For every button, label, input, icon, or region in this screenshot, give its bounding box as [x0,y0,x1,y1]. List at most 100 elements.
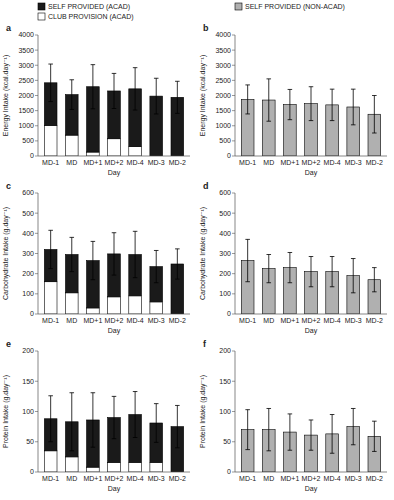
y-tick-label: 1000 [18,122,34,129]
error-bar [133,231,138,277]
y-tick-label: 50 [223,438,231,445]
x-tick-label: MD-4 [324,317,341,324]
y-axis-label: Carbohydrate Intake (g.day⁻¹) [199,207,207,300]
x-tick-label: MD-2 [366,159,383,166]
y-tick-label: 100 [22,290,34,297]
y-tick [232,273,235,274]
error-bar [288,252,293,282]
error-bar [288,89,293,119]
error-bar [266,408,271,450]
error-bar [69,237,74,271]
error-bar [175,405,180,447]
y-tick [35,125,38,126]
y-tick-label: 500 [22,210,34,217]
x-axis-label: Day [305,327,318,335]
x-axis-line [38,472,190,473]
x-axis-line [38,314,190,315]
x-tick-label: MD-3 [148,475,165,482]
error-bar [266,255,271,283]
panel-title: e [6,339,11,349]
panel-title: f [203,339,207,349]
x-axis-line [38,156,190,157]
y-axis-line [38,193,39,314]
y-tick [232,411,235,412]
error-bar [288,414,293,450]
bar [65,135,78,156]
x-tick-label: MD-2 [366,475,383,482]
y-tick-label: 1000 [215,122,231,129]
error-bar [330,257,335,287]
y-tick [35,411,38,412]
y-tick-label: 200 [22,347,34,354]
error-bar [351,259,356,293]
x-axis-label: Day [108,169,121,177]
legend-swatch [38,3,45,10]
x-tick-label: MD+2 [302,475,321,482]
panel: d0100200300400500600MD-1MDMD+1MD+2MD-4MD… [199,181,387,335]
panel: e050100150200MD-1MDMD+1MD+2MD-4MD-3MD-2D… [2,339,190,493]
x-tick-label: MD+1 [83,475,102,482]
y-tick-label: 500 [22,137,34,144]
y-tick [35,110,38,111]
y-tick [35,351,38,352]
y-axis-label: Energy Intake (kcal.day⁻¹) [2,55,10,137]
y-tick-label: 3000 [18,62,34,69]
y-axis-line [235,193,236,314]
x-tick-label: MD-4 [324,159,341,166]
y-tick-label: 600 [22,189,34,196]
error-bar [266,79,271,121]
bar [65,457,78,472]
y-tick [232,156,235,157]
error-bar [154,78,159,114]
bar [129,462,142,472]
x-axis-line [235,472,387,473]
y-tick [35,253,38,254]
y-tick [35,381,38,382]
x-tick-label: MD [66,475,77,482]
y-tick-label: 2000 [215,92,231,99]
y-tick-label: 100 [219,408,231,415]
y-tick-label: 200 [219,270,231,277]
error-bar [175,81,180,113]
y-tick-label: 0 [30,468,34,475]
error-bar [91,241,96,279]
marks [241,239,380,314]
x-tick-label: MD-4 [127,317,144,324]
error-bar [372,96,377,134]
panel: f050100150200MD-1MDMD+1MD+2MD-4MD-3MD-2D… [199,339,387,493]
y-tick-label: 1500 [215,107,231,114]
y-tick [35,441,38,442]
y-tick-label: 150 [22,378,34,385]
x-tick-label: MD [66,159,77,166]
x-tick-label: MD-3 [148,159,165,166]
bar [150,462,163,472]
y-tick-label: 150 [219,378,231,385]
y-tick-label: 100 [219,290,231,297]
y-tick-label: 400 [219,230,231,237]
x-tick-label: MD-1 [42,317,59,324]
error-bar [245,239,250,281]
y-tick [232,35,235,36]
marks [241,79,380,156]
y-tick [35,193,38,194]
x-tick-label: MD-3 [345,159,362,166]
y-tick-label: 1500 [18,107,34,114]
bar [87,467,100,472]
bar [65,293,78,314]
bar [44,451,57,472]
error-bar [351,89,356,125]
marks [44,64,183,156]
y-tick [232,110,235,111]
y-tick [232,95,235,96]
y-tick [35,314,38,315]
legend-label: SELF PROVIDED (ACAD) [48,3,130,11]
y-tick-label: 400 [22,230,34,237]
y-tick-label: 100 [22,408,34,415]
y-tick [35,65,38,66]
x-tick-label: MD [66,317,77,324]
x-tick-label: MD-4 [127,159,144,166]
error-bar [112,73,117,108]
y-tick-label: 4000 [18,31,34,38]
y-tick [232,253,235,254]
x-tick-label: MD+1 [280,159,299,166]
